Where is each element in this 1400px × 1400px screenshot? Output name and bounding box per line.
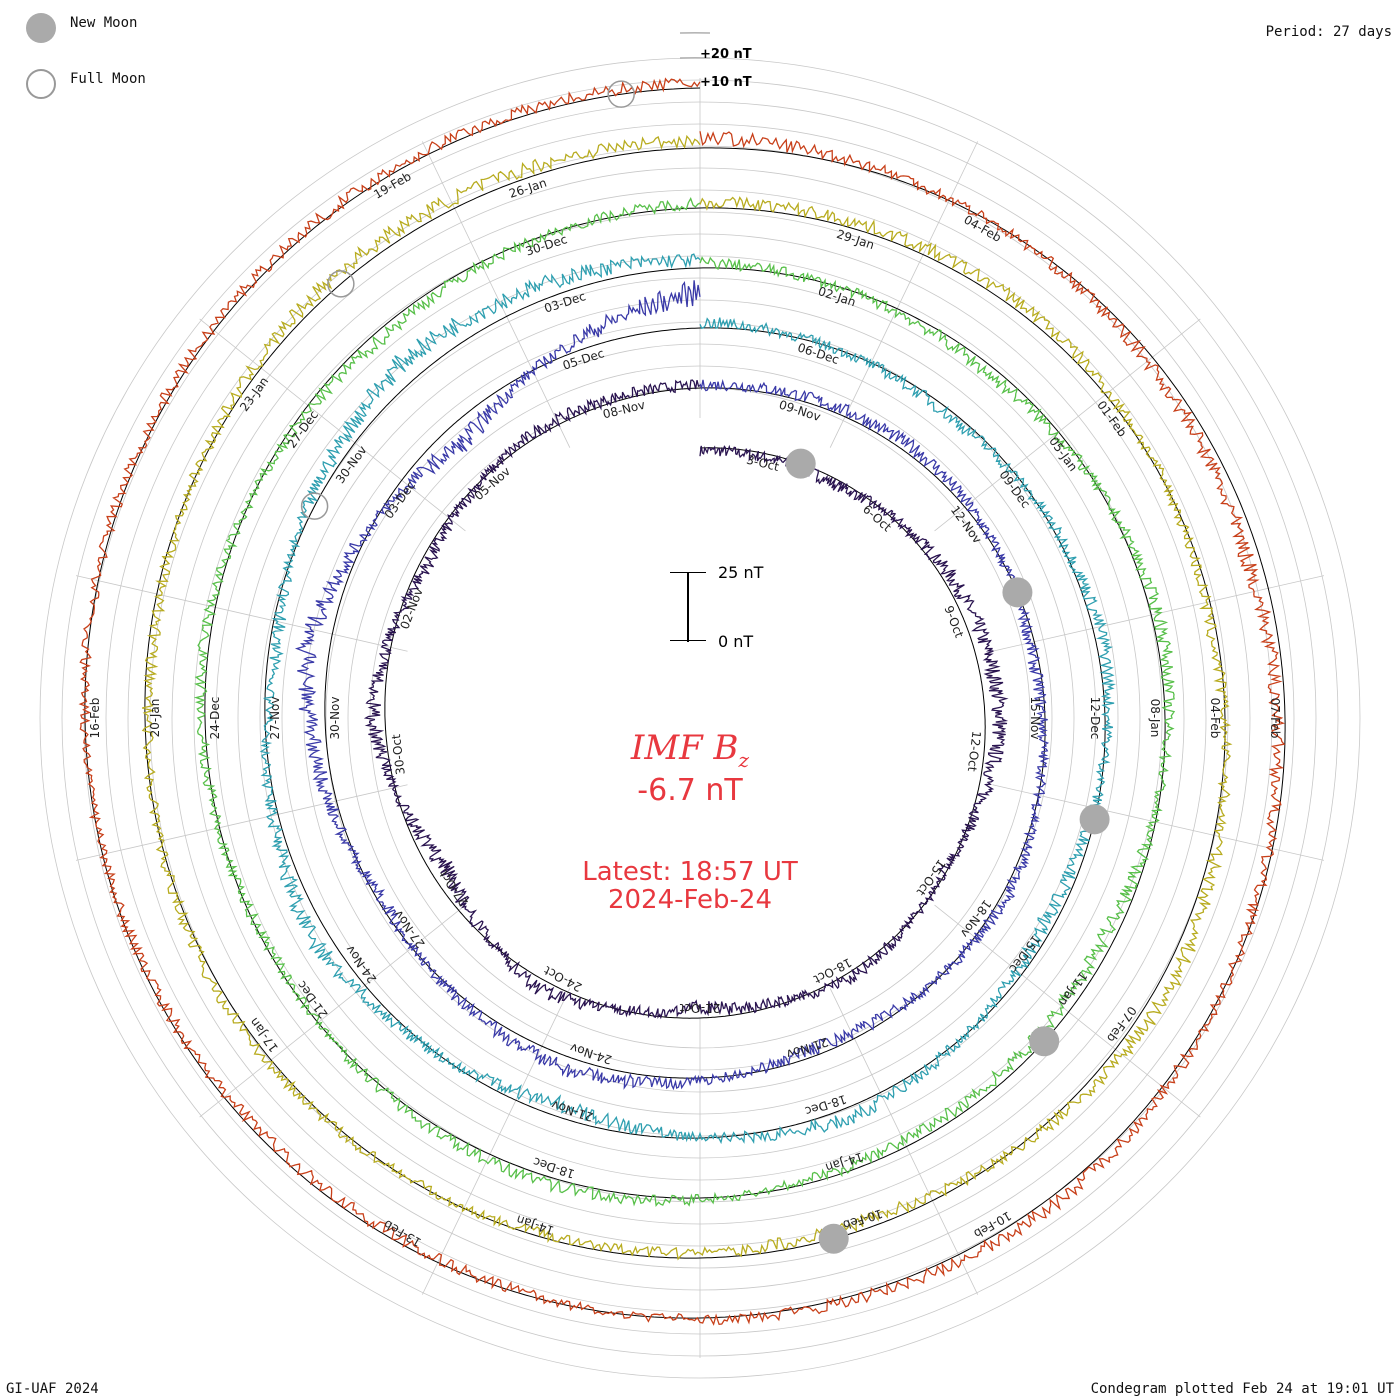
new-moon-marker	[785, 448, 816, 479]
date-label: 21-Nov	[785, 1035, 830, 1062]
center-value: -6.7 nT	[637, 773, 743, 808]
grid-ring	[347, 365, 1053, 1071]
date-label: 24-Nov	[568, 1040, 613, 1067]
period-label: Period: 27 days	[1265, 24, 1392, 40]
baseline-cycle-6	[84, 87, 1286, 1319]
date-label: 16-Feb	[88, 698, 102, 739]
series-cycle-6	[78, 77, 1286, 1326]
grid-spoke	[934, 318, 1201, 532]
date-label: 12-Dec	[1088, 697, 1102, 740]
date-label: 29-Jan	[835, 227, 876, 252]
series-cycle-2	[294, 280, 1050, 1091]
date-label: 12-Oct	[965, 730, 984, 772]
date-label: 30-Nov	[328, 696, 342, 739]
legend-full-moon-marker	[26, 69, 56, 99]
legend-new-moon-label: New Moon	[70, 15, 138, 31]
date-label: 18-Dec	[803, 1092, 848, 1119]
date-label: 03-Dec	[542, 289, 587, 316]
baseline-cycle-4	[204, 207, 1166, 1199]
latest-time: Latest: 18:57 UT	[582, 857, 798, 887]
moon-layer	[300, 80, 1110, 1254]
date-label: 21-Oct	[679, 1001, 720, 1015]
center-latest: Latest: 18:57 UT 2024-Feb-24	[500, 858, 880, 914]
new-moon-marker	[1079, 804, 1110, 835]
grid-spoke	[199, 318, 466, 532]
footer-right: Condegram plotted Feb 24 at 19:01 UT	[1090, 1381, 1394, 1397]
grid-ring	[369, 387, 1031, 1049]
grid-spoke	[75, 784, 408, 861]
grid-spoke	[75, 575, 408, 652]
date-label: 14-Jan	[824, 1149, 865, 1174]
grid-ring	[303, 321, 1097, 1115]
series-cycle-3	[259, 253, 1116, 1145]
date-label: 02-Jan	[816, 284, 857, 309]
legend-full-moon-label: Full Moon	[70, 71, 146, 87]
date-label: 09-Nov	[777, 397, 822, 424]
date-label: 27-Nov	[268, 696, 282, 739]
grid-spoke	[421, 141, 571, 448]
ring-label-plus10: +10 nT	[700, 75, 752, 90]
new-moon-marker	[1029, 1026, 1060, 1057]
new-moon-marker	[818, 1223, 849, 1254]
baseline-cycle-1	[384, 387, 986, 1019]
date-label: 26-Jan	[507, 176, 548, 201]
grid-spoke	[199, 904, 466, 1118]
baseline-cycle-3	[264, 267, 1106, 1139]
legend-new-moon-marker	[26, 13, 56, 43]
grid-spoke	[934, 904, 1201, 1118]
date-label: 24-Dec	[208, 697, 222, 740]
footer-left: GI-UAF 2024	[6, 1381, 99, 1397]
full-moon-marker	[607, 80, 635, 108]
series-layer	[78, 77, 1286, 1326]
new-moon-marker	[1002, 577, 1033, 608]
center-title: IMF Bz	[540, 728, 840, 772]
grid-spoke	[421, 988, 571, 1295]
date-label: 14-Jan	[515, 1212, 556, 1237]
ring-label-plus20: +20 nT	[700, 47, 752, 62]
date-label: 30-Oct	[389, 733, 408, 775]
label-layer: 3-Oct6-Oct9-Oct12-Oct15-Oct18-Oct21-Oct2…	[88, 169, 1282, 1249]
grid-spoke	[829, 141, 979, 448]
date-label: 07-Feb	[1268, 698, 1282, 739]
date-label: 9-Oct	[941, 604, 966, 640]
scale-bar	[670, 572, 706, 642]
date-label: 21-Nov	[550, 1098, 595, 1125]
date-label: 04-Feb	[1208, 698, 1222, 739]
latest-date: 2024-Feb-24	[607, 885, 773, 915]
date-label: 08-Jan	[1148, 699, 1162, 738]
grid-spoke	[829, 988, 979, 1295]
series-cycle-5	[141, 134, 1233, 1261]
date-label: 02-Nov	[397, 586, 425, 631]
series-cycle-1	[363, 379, 1009, 1020]
scale-top-label: 25 nT	[718, 563, 764, 582]
baseline-cycle-2	[324, 327, 1046, 1079]
center-title-sub: z	[738, 747, 750, 772]
date-label: 15-Dec	[1006, 932, 1043, 975]
date-label: 05-Dec	[561, 346, 606, 373]
date-label: 10-Feb	[841, 1206, 884, 1232]
series-cycle-4	[193, 196, 1176, 1208]
date-label: 20-Jan	[148, 699, 162, 738]
center-title-main: IMF B	[630, 728, 739, 768]
spoke-layer	[75, 78, 1325, 1358]
full-moon-marker	[327, 270, 355, 298]
date-label: 15-Nov	[1028, 696, 1042, 739]
full-moon-marker	[300, 492, 329, 520]
scale-bottom-label: 0 nT	[718, 632, 754, 651]
grid-spoke	[992, 784, 1325, 861]
